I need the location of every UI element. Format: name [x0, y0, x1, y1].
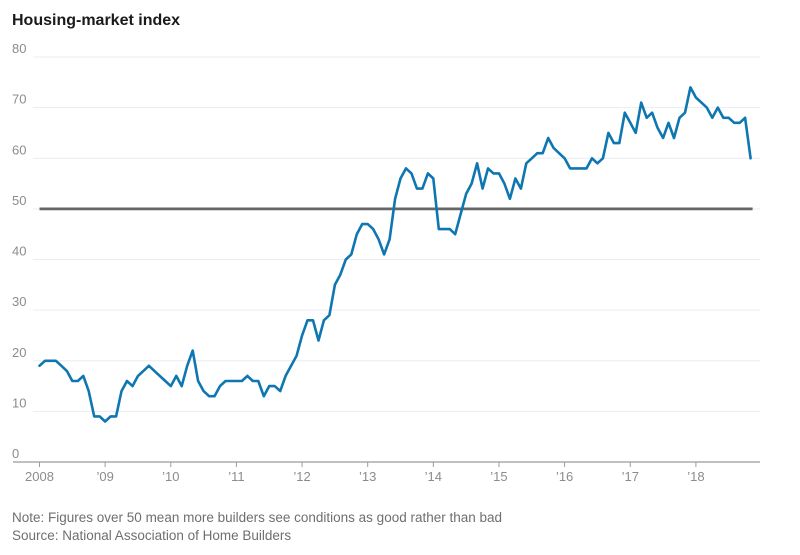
- y-tick-label: 80: [12, 41, 26, 56]
- x-tick-label: 2008: [25, 469, 54, 484]
- x-tick-label: ’17: [622, 469, 639, 484]
- chart-title: Housing-market index: [12, 12, 181, 29]
- x-tick-label: ’11: [228, 469, 244, 484]
- x-tick-label: ’13: [359, 469, 376, 484]
- series-line-housing-market-index: [38, 86, 752, 423]
- y-tick-label: 10: [12, 395, 26, 410]
- x-tick-label: ’12: [293, 469, 310, 484]
- y-tick-label: 0: [12, 446, 19, 461]
- x-tick-label: ’16: [556, 469, 573, 484]
- x-tick-label: ’15: [490, 469, 507, 484]
- x-tick-label: ’09: [96, 469, 113, 484]
- chart-source: Source: National Association of Home Bui…: [12, 528, 292, 543]
- y-tick-label: 40: [12, 244, 26, 259]
- y-tick-label: 30: [12, 294, 26, 309]
- x-tick-label: ’14: [425, 469, 442, 484]
- y-tick-label: 50: [12, 193, 26, 208]
- x-tick-label: ’18: [687, 469, 704, 484]
- y-tick-label: 20: [12, 345, 26, 360]
- x-tick-label: ’10: [162, 469, 179, 484]
- chart-note: Note: Figures over 50 mean more builders…: [12, 510, 503, 525]
- y-tick-label: 70: [12, 92, 26, 107]
- y-tick-label: 60: [12, 142, 26, 157]
- line-chart-canvas: 0 10 20 30 40 50 60 70 80 2008 ’09 ’10 ’11 ’12 ’13 ’14 ’…: [12, 41, 760, 484]
